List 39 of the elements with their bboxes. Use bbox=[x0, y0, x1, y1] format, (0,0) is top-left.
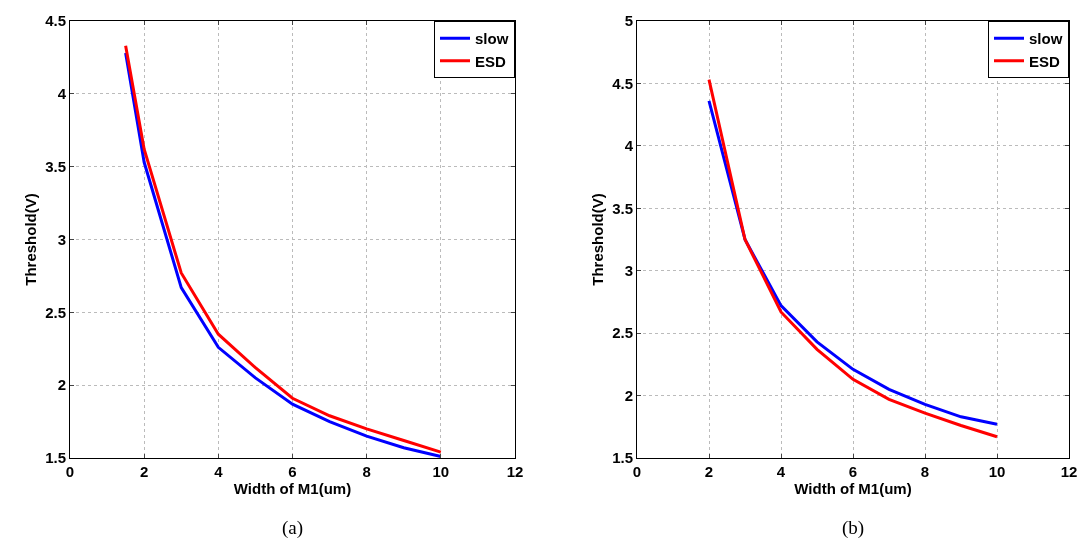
x-tick-label: 6 bbox=[848, 463, 858, 480]
y-tick-label: 3 bbox=[57, 230, 66, 248]
x-tick-label: 12 bbox=[506, 463, 524, 480]
y-tick-label: 3.5 bbox=[45, 157, 66, 175]
x-tick-label: 0 bbox=[632, 463, 642, 480]
legend-label: slow bbox=[1029, 30, 1063, 48]
x-tick-label: 0 bbox=[65, 463, 75, 480]
legend-label: ESD bbox=[1029, 52, 1061, 70]
y-tick-label: 4 bbox=[624, 137, 634, 155]
x-tick-label: 2 bbox=[140, 463, 149, 480]
y-tick-label: 5 bbox=[624, 12, 633, 30]
x-tick-label: 8 bbox=[362, 463, 371, 480]
y-tick-label: 4.5 bbox=[45, 12, 66, 30]
y-axis-title: Threshold(V) bbox=[22, 193, 40, 286]
y-tick-label: 2.5 bbox=[612, 324, 633, 342]
y-tick-label: 2 bbox=[57, 376, 66, 394]
x-tick-label: 8 bbox=[920, 463, 930, 480]
y-tick-label: 3.5 bbox=[612, 199, 633, 217]
x-tick-label: 4 bbox=[214, 463, 224, 480]
x-tick-label: 2 bbox=[704, 463, 714, 480]
legend-label: ESD bbox=[475, 52, 507, 70]
y-tick-label: 2 bbox=[624, 386, 633, 404]
y-tick-label: 2.5 bbox=[45, 303, 66, 321]
x-tick-label: 10 bbox=[988, 463, 1006, 480]
x-tick-label: 4 bbox=[776, 463, 786, 480]
y-tick-label: 1.5 bbox=[45, 449, 66, 467]
y-axis-title: Threshold(V) bbox=[589, 193, 607, 286]
y-tick-label: 4 bbox=[57, 85, 67, 103]
x-tick-label: 12 bbox=[1060, 463, 1078, 480]
x-axis-title: Width of M1(um) bbox=[233, 480, 352, 497]
y-tick-label: 3 bbox=[624, 261, 633, 279]
text: (b) bbox=[842, 517, 865, 539]
x-tick-label: 10 bbox=[432, 463, 450, 480]
x-tick-label: 6 bbox=[288, 463, 297, 480]
x-axis-title: Width of M1(um) bbox=[794, 480, 912, 497]
legend-label: slow bbox=[475, 30, 509, 48]
text: (a) bbox=[282, 517, 304, 539]
y-tick-label: 1.5 bbox=[612, 449, 633, 467]
y-tick-label: 4.5 bbox=[612, 74, 633, 92]
